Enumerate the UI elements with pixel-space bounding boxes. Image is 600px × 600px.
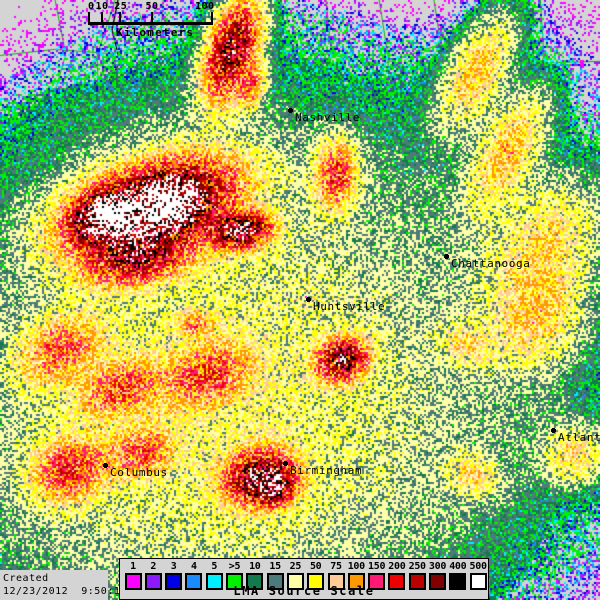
legend-entry-label: 3 xyxy=(170,561,177,572)
city-star-icon xyxy=(283,461,288,466)
scale-tick-label: 100 xyxy=(195,1,215,12)
legend-entry-swatch xyxy=(469,573,487,590)
city-star-icon xyxy=(306,297,311,302)
created-timestamp-box: Created 12/23/2012 9:50:17 xyxy=(0,570,127,600)
legend-entry[interactable]: 15 xyxy=(265,561,285,590)
city-name-label: Birmingham xyxy=(290,464,363,477)
legend-entry[interactable]: 2 xyxy=(143,561,163,590)
legend-entry-label: 10 xyxy=(249,561,261,572)
legend-entry[interactable]: 4 xyxy=(184,561,204,590)
legend-entry[interactable]: 500 xyxy=(468,561,488,590)
legend-entry[interactable]: >5 xyxy=(225,561,245,590)
legend-entry[interactable]: 75 xyxy=(326,561,346,590)
scale-bar: 0 10 25 50 100 Kilometers xyxy=(88,1,215,39)
legend-entry-swatch xyxy=(408,573,426,590)
city-name-label: Columbus xyxy=(110,466,168,479)
legend-title: LMA Source Scale xyxy=(233,584,375,598)
legend-entry-label: 400 xyxy=(449,561,467,572)
legend-entry[interactable]: 250 xyxy=(407,561,427,590)
legend-entry-label: 5 xyxy=(211,561,218,572)
legend-entry-swatch xyxy=(165,573,183,590)
legend-entry[interactable]: 10 xyxy=(245,561,265,590)
scale-tick-label: 10 xyxy=(95,1,109,12)
city-star-icon xyxy=(103,463,108,468)
legend-entry[interactable]: 3 xyxy=(164,561,184,590)
legend-entry-swatch xyxy=(246,573,264,590)
legend-entry[interactable]: 1 xyxy=(123,561,143,590)
legend-entry-label: 2 xyxy=(150,561,157,572)
created-datetime: 12/23/2012 9:50:17 xyxy=(3,586,127,597)
legend-entry-label: 500 xyxy=(469,561,487,572)
legend-entry-swatch xyxy=(266,573,284,590)
legend-entry-label: 75 xyxy=(330,561,342,572)
legend-entry-swatch xyxy=(429,573,446,590)
legend-entry-label: 4 xyxy=(191,561,197,572)
legend-entry-swatch xyxy=(388,573,406,590)
scale-tick xyxy=(119,12,122,25)
legend-entry-label: 25 xyxy=(289,561,302,572)
scale-tick xyxy=(88,12,90,25)
legend-entry[interactable]: 50 xyxy=(306,561,326,590)
legend-entry-label: 150 xyxy=(368,561,386,572)
legend-entry-swatch xyxy=(226,573,243,590)
scale-tick xyxy=(100,12,103,25)
city-name-label: Chattanooga xyxy=(451,257,531,270)
scale-tick xyxy=(150,12,153,25)
legend-entry-swatch xyxy=(347,573,365,590)
city-name-label: Atlanta xyxy=(558,431,600,444)
legend-entry-swatch xyxy=(185,573,203,590)
legend-entry-label: 50 xyxy=(309,561,322,572)
scale-tick-label: 0 xyxy=(88,1,95,12)
legend-swatch-row: 1 2 3 4 5 >5 10 15 25 50 75 100 150 200 250 300 400 500 xyxy=(120,559,488,599)
legend-entry-swatch xyxy=(205,573,223,590)
city-star-icon xyxy=(444,254,449,259)
legend-entry-label: 100 xyxy=(347,561,365,572)
legend-entry-swatch xyxy=(449,573,467,590)
lma-source-scale-legend[interactable]: 1 2 3 4 5 >5 10 15 25 50 75 100 150 200 250 300 400 500 L… xyxy=(119,558,489,600)
city-name-label: Nashville xyxy=(295,111,361,124)
legend-entry-swatch xyxy=(286,573,304,590)
legend-entry[interactable]: 25 xyxy=(285,561,305,590)
legend-entry[interactable]: 400 xyxy=(448,561,468,590)
created-label: Created xyxy=(3,573,49,584)
legend-entry[interactable]: 300 xyxy=(428,561,448,590)
legend-entry-swatch xyxy=(307,573,325,590)
legend-entry[interactable]: 100 xyxy=(346,561,366,590)
legend-entry-label: 200 xyxy=(388,561,406,572)
legend-entry-label: >5 xyxy=(228,561,241,572)
legend-entry[interactable]: 200 xyxy=(387,561,407,590)
legend-entry-swatch xyxy=(327,573,345,590)
city-star-icon xyxy=(551,428,556,433)
legend-entry-label: 300 xyxy=(428,561,447,572)
city-name-label: Huntsville xyxy=(313,300,386,313)
legend-entry-swatch xyxy=(368,573,386,590)
scale-bar-unit-label: Kilometers xyxy=(116,26,195,39)
city-star-icon xyxy=(288,108,293,113)
legend-entry-swatch xyxy=(144,573,162,590)
legend-entry[interactable]: 150 xyxy=(367,561,387,590)
legend-entry-label: 1 xyxy=(130,561,136,572)
scale-tick xyxy=(211,12,213,25)
legend-entry-label: 15 xyxy=(269,561,281,572)
scale-tick-label: 50 xyxy=(145,1,159,12)
legend-entry-label: 250 xyxy=(408,561,426,572)
legend-entry[interactable]: 5 xyxy=(204,561,224,590)
legend-entry-swatch xyxy=(124,573,142,590)
scale-tick-label: 25 xyxy=(114,1,128,12)
